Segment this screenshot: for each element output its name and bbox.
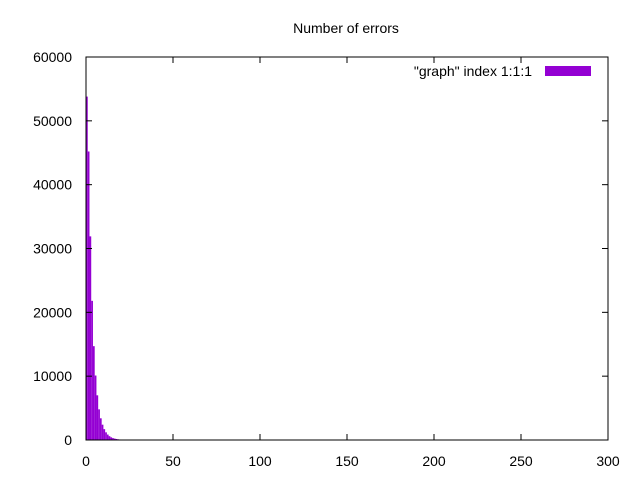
bar-13 xyxy=(109,436,111,440)
x-tick-label-300: 300 xyxy=(596,453,620,469)
bar-6 xyxy=(96,395,98,440)
y-tick-label-50000: 50000 xyxy=(33,113,72,129)
x-tick-label-0: 0 xyxy=(82,453,90,469)
legend-label: "graph" index 1:1:1 xyxy=(414,63,532,79)
bar-12 xyxy=(107,435,109,440)
plot-frame xyxy=(86,57,608,440)
y-tick-label-20000: 20000 xyxy=(33,304,72,320)
ticks-layer: 0 50 100 150 200 250 300 0 10000 20000 30000 40000 5… xyxy=(33,49,620,469)
x-tick-label-150: 150 xyxy=(335,453,359,469)
x-tick-label-100: 100 xyxy=(248,453,272,469)
y-tick-label-10000: 10000 xyxy=(33,368,72,384)
bar-10 xyxy=(103,429,105,440)
bar-8 xyxy=(100,418,102,440)
bar-3 xyxy=(91,301,93,440)
bar-2 xyxy=(89,236,91,440)
chart-title: Number of errors xyxy=(293,20,399,36)
bar-9 xyxy=(102,425,104,440)
legend: "graph" index 1:1:1 xyxy=(414,63,591,79)
bar-4 xyxy=(93,346,95,440)
bar-11 xyxy=(105,432,107,440)
y-tick-label-60000: 60000 xyxy=(33,49,72,65)
legend-swatch xyxy=(545,66,591,76)
bar-5 xyxy=(95,376,97,440)
y-tick-label-40000: 40000 xyxy=(33,177,72,193)
x-tick-label-250: 250 xyxy=(509,453,533,469)
x-tick-label-200: 200 xyxy=(422,453,446,469)
bar-7 xyxy=(98,409,100,440)
bars-layer xyxy=(86,97,131,440)
x-tick-label-50: 50 xyxy=(165,453,181,469)
y-tick-label-0: 0 xyxy=(64,432,72,448)
bar-1 xyxy=(88,151,90,440)
y-tick-label-30000: 30000 xyxy=(33,241,72,257)
